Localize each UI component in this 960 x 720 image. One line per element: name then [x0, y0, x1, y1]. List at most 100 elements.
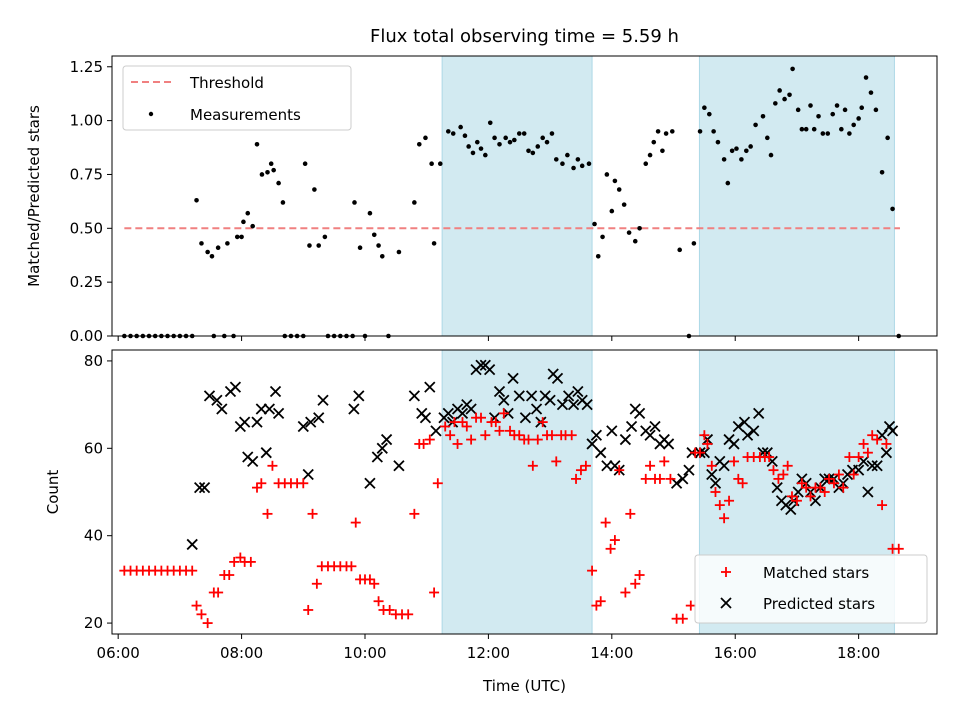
predicted-star-point: [408, 390, 420, 402]
matched-star-point: [429, 587, 440, 598]
matched-star-point: [504, 425, 515, 436]
measurement-point: [259, 172, 265, 177]
measurement-point: [423, 135, 428, 141]
measurement-point: [487, 120, 493, 126]
measurement-point: [856, 116, 861, 121]
top-y-tick-label: 0.75: [70, 165, 103, 183]
matched-star-point: [213, 587, 224, 598]
measurement-point: [560, 161, 565, 166]
matched-star-point: [432, 478, 443, 489]
matched-star-point: [659, 456, 670, 467]
measurement-point: [811, 126, 817, 132]
predicted-star-point: [595, 447, 607, 459]
predicted-star-point: [728, 438, 740, 450]
measurement-point: [808, 103, 813, 108]
matched-star-point: [445, 430, 456, 441]
matched-star-point: [566, 430, 577, 441]
measurement-point: [609, 208, 615, 214]
measurement-point: [777, 88, 782, 93]
measurement-point: [535, 144, 541, 149]
legend-plus-mark: [721, 567, 731, 577]
matched-star-point: [862, 447, 873, 458]
matched-star-point: [782, 460, 793, 471]
measurement-point: [744, 148, 749, 154]
measurement-point: [697, 129, 703, 134]
predicted-star-point: [302, 468, 314, 481]
measurement-point: [575, 157, 581, 162]
matched-star-point: [640, 473, 651, 484]
predicted-star-point: [572, 385, 584, 398]
matched-star-point: [645, 460, 656, 471]
predicted-star-point: [606, 425, 618, 437]
measurement-point: [616, 187, 622, 192]
matched-star-point: [591, 600, 602, 611]
matched-star-point: [571, 473, 582, 484]
measurement-point: [643, 161, 649, 166]
measurement-point: [571, 165, 576, 171]
matched-star-point: [575, 465, 586, 476]
measurement-point: [691, 241, 697, 246]
bottom-y-tick-label: 40: [84, 527, 103, 545]
matched-star-point: [702, 438, 713, 449]
measurement-point: [462, 133, 468, 138]
matched-star-point: [877, 500, 888, 511]
matched-star-point: [625, 508, 636, 519]
legend-matched-swatch: [721, 567, 731, 577]
predicted-star-point: [748, 425, 760, 437]
bottom-legend: Matched stars Predicted stars: [694, 554, 928, 624]
measurement-point: [795, 107, 801, 113]
x-axis-label: Time (UTC): [482, 677, 566, 695]
bottom-y-axis-label: Count: [44, 470, 62, 515]
measurement-point: [592, 221, 597, 227]
measurement-point: [868, 90, 874, 95]
measurement-point: [205, 249, 210, 255]
measurement-point: [647, 152, 653, 158]
measurement-point: [803, 126, 809, 132]
predicted-star-point: [380, 433, 393, 446]
measurement-point: [660, 148, 665, 154]
top-y-tick-label: 0.00: [70, 327, 103, 345]
legend-measurements-label: Measurements: [190, 106, 301, 124]
measurement-point: [316, 243, 322, 248]
predicted-star-point: [193, 481, 206, 494]
matched-star-point: [733, 473, 744, 484]
matched-star-point: [202, 618, 213, 629]
matched-star-point: [191, 600, 202, 611]
matched-star-point: [620, 587, 631, 598]
shaded-interval-2: [698, 55, 895, 337]
predicted-star-point: [353, 390, 365, 402]
top-y-axis-label: Matched/Predicted stars: [25, 105, 43, 287]
matched-star-point: [699, 430, 710, 441]
predicted-star-point: [525, 390, 538, 402]
predicted-star-point: [662, 438, 675, 450]
top-shaded-intervals: [441, 55, 895, 337]
matched-star-point: [303, 604, 314, 615]
matched-star-point: [514, 430, 525, 441]
predicted-star-point: [880, 447, 893, 459]
measurement-point: [579, 163, 585, 169]
measurement-point: [586, 161, 592, 166]
predicted-star-point: [544, 394, 556, 406]
measurement-point: [503, 135, 508, 141]
measurement-point: [450, 131, 456, 136]
predicted-star-point: [364, 477, 376, 489]
predicted-star-point: [203, 390, 216, 402]
matched-star-point: [311, 578, 322, 589]
matched-star-point: [256, 478, 267, 489]
measurement-point: [302, 161, 308, 166]
matched-star-point: [461, 421, 472, 432]
measurement-point: [725, 180, 731, 186]
legend-threshold-label: Threshold: [189, 74, 264, 92]
top-legend: Threshold Measurements: [122, 65, 352, 131]
predicted-star-point: [513, 390, 525, 402]
matched-star-point: [307, 508, 318, 519]
matched-star-point: [786, 491, 797, 502]
measurement-point: [215, 245, 221, 250]
matched-star-point: [819, 487, 830, 497]
predicted-star-point: [862, 486, 874, 498]
matched-star-point: [710, 487, 721, 497]
predicted-star-point: [633, 407, 646, 419]
measurement-point: [416, 142, 422, 147]
predicted-star-point: [857, 455, 870, 468]
matched-star-point: [796, 478, 807, 489]
